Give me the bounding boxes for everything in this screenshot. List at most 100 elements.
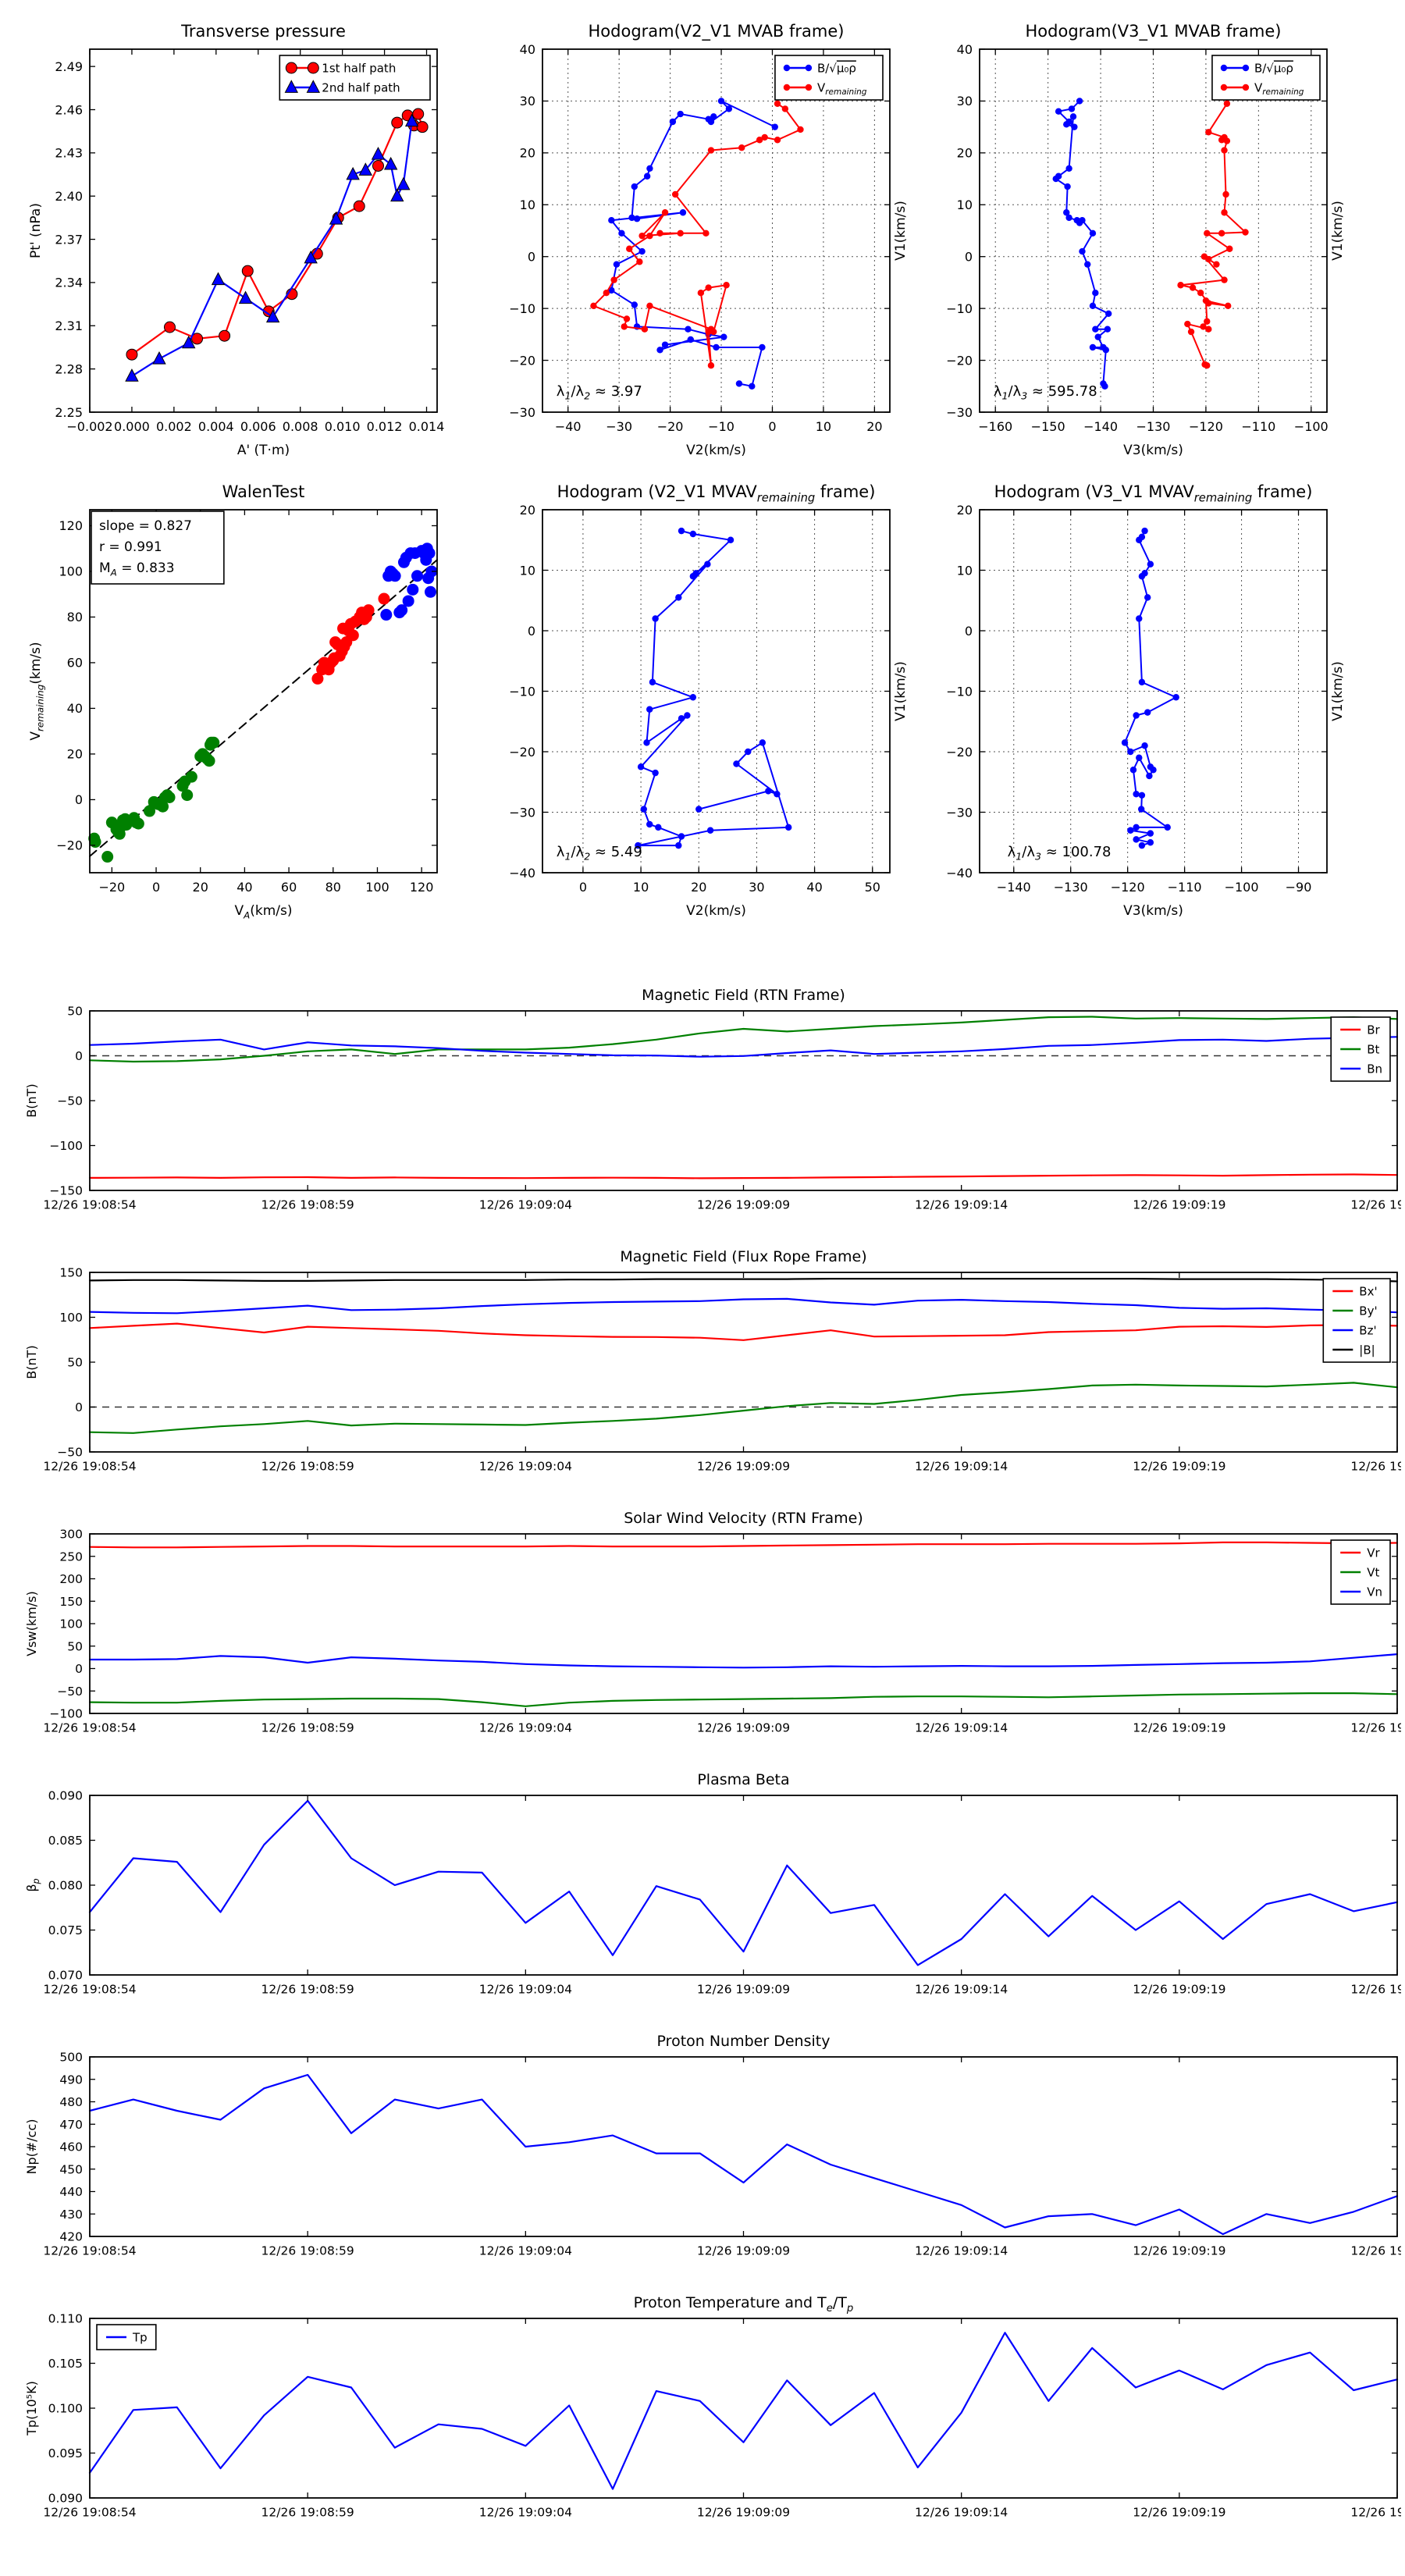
x-tick-label: 80 [325,880,341,895]
y-tick-label: 0 [528,249,535,264]
y-tick-label: 0 [965,624,973,639]
x-tick-label: 50 [865,880,880,895]
x-tick-label: 0.000 [114,419,150,434]
plot-title: WalenTest [222,482,305,501]
y-tick-label: 420 [59,2230,83,2244]
plot-title: Proton Number Density [657,2033,831,2050]
y-tick-label: −30 [946,805,973,820]
y-axis-label: Tp(10⁵K) [24,2381,39,2436]
y-tick-label: −150 [49,1184,83,1198]
y-tick-label: −40 [946,866,973,881]
plot-proton-number-density: 12/26 19:08:54 12/26 19:08:59 12/26 19:09:… [16,2022,1405,2283]
legend-label: By' [1359,1304,1377,1318]
x-tick-label: 12/26 19:09:14 [915,1983,1008,1997]
x-tick-label: 12/26 19:09:14 [915,1721,1008,1735]
y-tick-label: 0 [75,1662,83,1676]
plot-title: Magnetic Field (RTN Frame) [642,987,845,1004]
y-tick-label: 0.095 [48,2446,83,2460]
y-axis-label: V1(km/s) [1330,201,1346,261]
x-tick-label: 12/26 19:08:54 [43,1983,136,1997]
x-tick-label: 12/26 19:09:14 [915,1460,1008,1474]
y-tick-label: −10 [509,301,535,316]
plot-magnetic-field-flux-rope: 12/26 19:08:54 12/26 19:08:59 12/26 19:09:… [16,1237,1405,1499]
legend-label: 1st half path [322,61,396,75]
y-tick-label: 100 [59,1311,83,1325]
y-tick-label: 40 [957,42,973,57]
plot-title: Solar Wind Velocity (RTN Frame) [624,1510,863,1527]
series-plasma-beta-0 [88,1799,1399,1966]
legend: B/√μ₀ρ Vremaining [1211,55,1321,101]
x-tick-label: −110 [1168,880,1202,895]
x-tick-label: 12/26 19:09:09 [697,1460,790,1474]
series-Vt [88,1692,1399,1707]
legend-label: |B| [1359,1343,1375,1357]
legend-label: Vremaining [817,80,867,97]
x-tick-label: 12/26 19:09:19 [1133,1721,1225,1735]
x-tick-label: 0.008 [283,419,318,434]
x-tick-label: −150 [1031,419,1065,434]
x-tick-label: 20 [193,880,208,895]
series-B/√«μ₀ρ» [1052,98,1112,390]
x-axis-label: V3(km/s) [1123,903,1183,919]
y-tick-label: 80 [67,610,83,624]
x-tick-label: 12/26 19:08:54 [43,1721,136,1735]
y-tick-label: 0.075 [48,1923,83,1937]
plot-title: Hodogram (V3_V1 MVAVremaining frame) [994,482,1313,504]
y-tick-label: 470 [59,2118,83,2132]
x-tick-label: 100 [365,880,389,895]
y-tick-label: 250 [59,1550,83,1564]
x-tick-label: 12/26 19:08:59 [261,1460,354,1474]
plot-transverse-pressure: −0.002 0.000 0.002 0.004 0.006 0.008 0.010 0.01… [21,12,458,472]
x-tick-label: −140 [1083,419,1118,434]
y-tick-label: 100 [59,564,83,579]
y-tick-label: 30 [520,94,535,109]
x-tick-label: −140 [997,880,1031,895]
x-tick-label: 20 [866,419,882,434]
y-axis-label: B(nT) [24,1083,39,1117]
y-tick-label: 490 [59,2073,83,2087]
eigenvalue-annotation: λ1/λ3 ≈ 100.78 [1008,844,1112,863]
y-tick-label: 0 [528,624,535,639]
y-tick-label: 100 [59,1617,83,1631]
x-tick-label: −130 [1054,880,1088,895]
y-tick-label: 480 [59,2095,83,2109]
series-Tp [88,2332,1399,2490]
series-Br [88,1173,1399,1179]
x-axis-label: V2(km/s) [686,443,746,458]
x-tick-label: 20 [691,880,706,895]
x-tick-label: 12/26 19:09:09 [697,1721,790,1735]
x-tick-label: 12/26 19:08:54 [43,1460,136,1474]
x-tick-label: 0.012 [367,419,403,434]
x-tick-label: 10 [816,419,831,434]
series-By' [88,1382,1399,1434]
y-tick-label: 0 [75,792,83,807]
plot-walen-test: −20 0 20 40 60 80 100 120 −20 0 20 40 60 80 100 120 Wale… [21,472,458,933]
plot-title: Proton Temperature and Te/Tp [634,2294,854,2314]
x-tick-label: 12/26 19:09:14 [915,2244,1008,2258]
y-tick-label: −20 [509,353,535,368]
x-tick-label: −90 [1286,880,1312,895]
x-tick-label: 12/26 19:09:09 [697,2244,790,2258]
y-tick-label: 40 [67,701,83,716]
y-tick-label: −40 [509,866,535,881]
plot-hodogram-v2-v1-mvav: 0 10 20 30 40 50 −40 −30 −20 −10 0 10 20 Hodogram (V2… [474,472,911,933]
y-tick-label: 0.100 [48,2402,83,2416]
x-tick-label: 12/26 19:09:09 [697,2506,790,2520]
y-tick-label: 20 [67,747,83,762]
y-tick-label: −20 [56,838,83,853]
x-tick-label: −40 [555,419,582,434]
y-tick-label: 10 [520,563,535,578]
series-Bx' [88,1322,1399,1341]
x-tick-label: 12/26 19:08:59 [261,1721,354,1735]
series-walen-test-2 [311,592,390,685]
x-axis-label: V2(km/s) [686,903,746,919]
info-box-line: MA = 0.833 [99,560,175,578]
y-tick-label: 2.37 [55,232,83,247]
legend-label: Br [1367,1023,1380,1037]
legend-label: Bn [1367,1062,1382,1076]
y-tick-label: −20 [946,353,973,368]
series-B/√«μ₀ρ» [608,98,778,390]
plot-proton-temperature: 12/26 19:08:54 12/26 19:08:59 12/26 19:09:… [16,2283,1405,2545]
y-axis-label: V1(km/s) [1330,661,1346,721]
y-tick-label: −30 [509,805,535,820]
